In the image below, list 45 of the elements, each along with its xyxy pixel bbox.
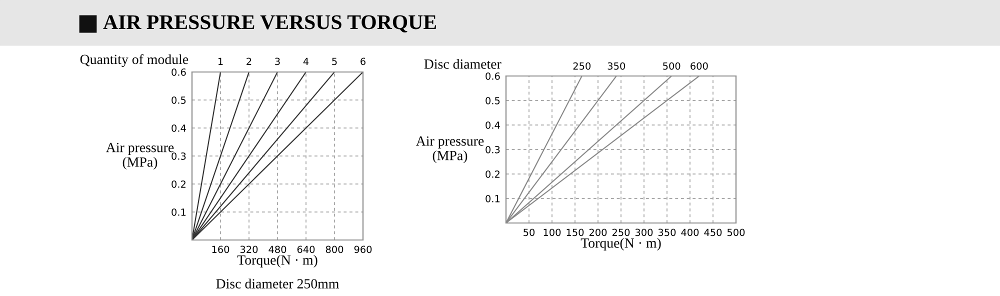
x-tick-label: 400	[681, 228, 699, 236]
legend-title: Disc diameter	[424, 58, 502, 69]
text: Disc diameter 250mm	[216, 278, 339, 288]
y-tick-label: 0.5	[172, 96, 186, 104]
y-tick-label: 0.3	[486, 146, 500, 154]
y-tick-label: 0.2	[172, 180, 186, 188]
series-label: 6	[360, 58, 366, 66]
series-label: 2	[246, 58, 252, 65]
y-tick-label: 0.4	[172, 124, 186, 132]
x-tick-label: 200	[589, 228, 607, 236]
y-tick-label: 0.3	[172, 152, 186, 160]
x-tick-label: 150	[566, 228, 584, 236]
x-tick-label: 800	[326, 246, 344, 254]
y-tick-label: 0.2	[486, 170, 500, 178]
x-tick-label: 350	[658, 228, 676, 236]
y-tick-label: 0.1	[172, 208, 186, 216]
x-tick-label: 960	[354, 246, 372, 254]
x-tick-label: 640	[297, 246, 315, 254]
x-tick-label: 50	[524, 228, 535, 236]
x-tick-label: 250	[612, 228, 630, 236]
y-tick-label: 0.1	[486, 194, 500, 202]
series-label: 600	[690, 62, 708, 70]
series-label: 250	[573, 62, 591, 70]
x-axis-title: Torque(N · m)	[580, 238, 661, 251]
y-tick-label: 0.4	[486, 121, 500, 129]
x-tick-label: 300	[635, 228, 653, 236]
y-tick-label: 0.5	[486, 96, 500, 104]
y-tick-label: 0.6	[172, 68, 186, 76]
series-label: 5	[332, 58, 337, 66]
x-axis-title: Torque(N · m)	[237, 254, 318, 268]
x-tick-label: 480	[268, 246, 286, 254]
series-label: 1	[218, 58, 223, 65]
legend-title: Quantity of module	[80, 54, 188, 67]
y-tick-label: 0.6	[486, 72, 500, 80]
x-tick-label: 450	[704, 228, 722, 236]
x-tick-label: 100	[544, 228, 561, 236]
series-label: 500	[663, 62, 680, 70]
x-tick-label: 160	[212, 246, 230, 254]
x-tick-label: 320	[240, 246, 258, 254]
series-label: 3	[275, 58, 280, 66]
x-tick-label: 500	[727, 228, 745, 236]
series-label: 350	[608, 62, 626, 70]
y-axis-title: Air pressure (MPa)	[416, 136, 484, 164]
series-label: 4	[303, 58, 309, 65]
chart-title: AIR PRESSURE VERSUS TORQUE	[103, 15, 436, 32]
